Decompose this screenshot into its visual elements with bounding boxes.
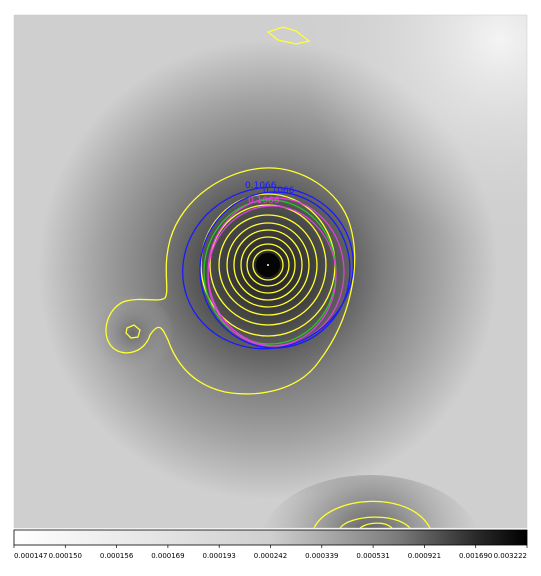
colorbar-tick-label: 0.000242: [254, 552, 287, 560]
yellow-bottom-contour-mid: [339, 516, 411, 528]
yellow-bottom-contour-outer: [313, 500, 431, 528]
yellow-contour-8: [252, 249, 284, 281]
contour-label-magenta: 0.1066: [248, 196, 280, 206]
blue-contour-outer: [182, 186, 354, 350]
colorbar-tick-label: 0.000531: [356, 552, 389, 560]
yellow-contour-3: [218, 214, 318, 316]
blue-contour-inner: [199, 191, 351, 349]
colorbar-tick-label: 0.000147: [14, 552, 47, 560]
yellow-contour-2: [209, 204, 327, 326]
colorbar-tick-label: 0.001690: [459, 552, 492, 560]
yellow-small-contour: [125, 324, 141, 339]
yellow-bottom-contour-inner: [359, 522, 393, 528]
colorbar-tick-label: 0.000921: [408, 552, 441, 560]
magenta-contour-inner: [207, 205, 337, 347]
yellow-top-contour: [266, 26, 311, 45]
yellow-contour-5: [233, 229, 303, 301]
yellow-outer-contour: [105, 167, 356, 395]
colorbar-gradient: [13, 529, 528, 546]
image-panel: 0.1066 0.1066 0.1066: [14, 15, 527, 528]
yellow-contour-7: [246, 243, 290, 287]
colorbar-tick-label: 0.000339: [305, 552, 338, 560]
image-border: [13, 14, 528, 529]
yellow-contours: [105, 26, 431, 528]
colorbar-tick-label: 0.000169: [151, 552, 184, 560]
blue-contours: [182, 186, 354, 350]
colorbar-tick-label: 0.000156: [100, 552, 134, 560]
magenta-contours: [207, 197, 345, 347]
secondary-source: [93, 295, 173, 371]
contour-label-blue-1: 0.1066: [245, 181, 277, 191]
yellow-contour-6: [240, 236, 296, 294]
colorbar-tick-label: 0.003222: [494, 552, 527, 560]
colorbar-tick-label: 0.000193: [202, 552, 235, 560]
contour-label-blue-2: 0.1066: [263, 186, 295, 196]
source-peak: [267, 264, 269, 266]
yellow-contour-4: [226, 222, 310, 308]
colorbar-tick-label: 0.000150: [49, 552, 82, 560]
colorbar: 0.000147 0.000150 0.000156 0.000169 0.000193…: [13, 529, 528, 560]
colorbar-ticks: 0.000147 0.000150 0.000156 0.000169 0.000193…: [13, 545, 528, 560]
